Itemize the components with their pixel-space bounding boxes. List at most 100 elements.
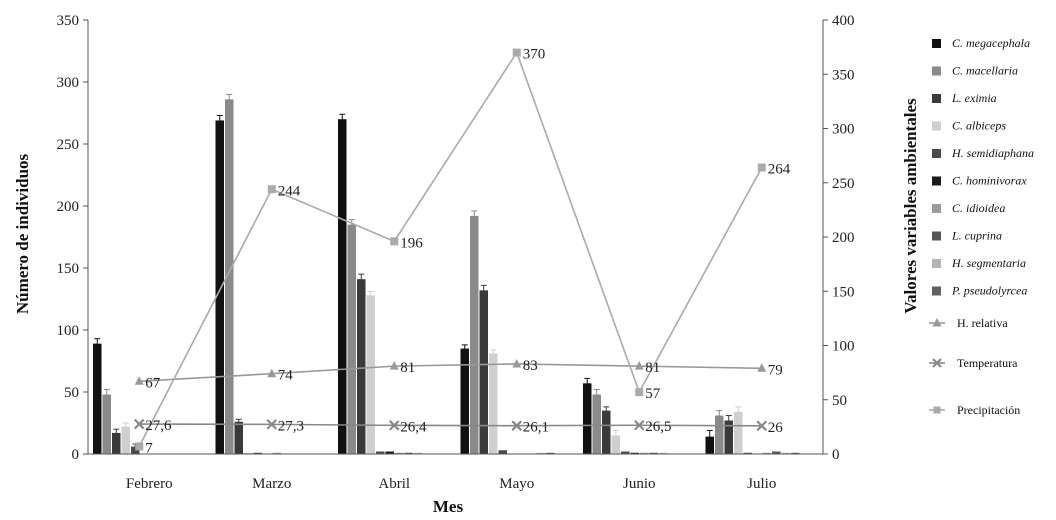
- legend-label: C. macellaria: [952, 64, 1018, 78]
- y-tick-label: 200: [57, 199, 80, 215]
- y2-tick-label: 0: [832, 447, 840, 463]
- legend-swatch: [932, 66, 941, 76]
- y2-tick-label: 50: [832, 393, 847, 409]
- line-marker: [267, 368, 277, 378]
- bar: [366, 295, 375, 454]
- legend-marker: [932, 358, 942, 368]
- bar: [479, 290, 488, 454]
- legend-label: H. semidiaphana: [951, 146, 1034, 160]
- bar: [583, 383, 592, 454]
- series-line: [139, 363, 762, 383]
- data-label: 79: [768, 362, 783, 378]
- line-marker: [512, 48, 521, 57]
- legend-label: C. megacephala: [952, 36, 1030, 50]
- line-marker: [512, 358, 522, 368]
- bar: [602, 410, 611, 454]
- legend-marker: [932, 318, 942, 327]
- data-label: 83: [523, 358, 538, 374]
- bar: [621, 451, 630, 454]
- line-marker: [133, 418, 145, 430]
- data-label: 26: [768, 420, 784, 436]
- ticks-layer: 0 50 100 150 200 250 300 350 0 50 100 150 200 250 300 3…: [57, 13, 855, 492]
- bar: [395, 452, 404, 454]
- bar: [93, 343, 102, 454]
- y-tick-label: 50: [64, 385, 79, 401]
- legend-item: C. macellaria: [932, 64, 1018, 78]
- bars-layer: [93, 93, 800, 455]
- bar: [762, 452, 771, 454]
- bar: [724, 420, 733, 454]
- bar: [404, 452, 413, 454]
- bar: [592, 394, 601, 454]
- bar: [102, 394, 111, 454]
- line-marker: [389, 361, 399, 370]
- legend-item: H. relativa: [929, 316, 1008, 330]
- bar: [215, 120, 224, 454]
- y2-tick-label: 100: [832, 339, 855, 355]
- line-marker: [135, 442, 144, 451]
- x-tick-label: Julio: [747, 476, 776, 492]
- bar: [385, 451, 394, 454]
- y2-tick-label: 300: [832, 122, 855, 138]
- bar: [234, 421, 243, 454]
- y2-tick-label: 400: [832, 13, 855, 29]
- y-axis-title: Número de individuos: [13, 153, 32, 314]
- bar: [225, 99, 234, 455]
- legend-item: Temperatura: [929, 356, 1018, 370]
- legend-swatch: [932, 94, 941, 103]
- bar: [357, 279, 366, 454]
- x-tick-label: Abril: [378, 476, 410, 492]
- legend-label: H. segmentaria: [951, 256, 1026, 270]
- bar: [498, 450, 507, 454]
- bar: [121, 426, 130, 454]
- data-label: 196: [400, 235, 423, 251]
- line-marker: [134, 376, 144, 385]
- data-label: 26,4: [400, 419, 427, 435]
- axes-layer: [87, 20, 824, 455]
- line-marker: [757, 163, 766, 172]
- bar: [705, 436, 714, 454]
- y-tick-label: 250: [57, 137, 80, 153]
- bar: [414, 452, 423, 454]
- data-label: 26,1: [523, 420, 549, 436]
- line-marker: [267, 185, 276, 194]
- bar: [715, 415, 724, 454]
- legend-item: L. eximia: [932, 91, 997, 105]
- bar: [460, 348, 469, 454]
- bar: [338, 119, 347, 454]
- y2-tick-label: 200: [832, 230, 855, 246]
- data-label: 26,5: [645, 419, 671, 435]
- bar: [630, 452, 639, 454]
- y2-tick-label: 250: [832, 176, 855, 192]
- legend-label: L. cuprina: [951, 229, 1002, 243]
- line-marker: [511, 420, 523, 431]
- x-tick-label: Marzo: [252, 476, 291, 492]
- data-label: 81: [400, 360, 415, 376]
- legend-marker: [933, 406, 941, 414]
- legend-swatch: [932, 204, 941, 213]
- legend-label: Temperatura: [957, 356, 1018, 370]
- line-marker: [635, 388, 644, 397]
- bar: [376, 451, 385, 454]
- bar: [659, 452, 668, 454]
- legend-label: Precipitación: [957, 403, 1020, 417]
- bar: [781, 452, 790, 454]
- legend-label: C. albiceps: [952, 119, 1006, 133]
- legend-swatch: [932, 121, 941, 131]
- legend-item: C. albiceps: [932, 119, 1006, 133]
- labels-layer: 67 74 81 83 81 79 27,6 27,3 26,4 26,1 26,5 26 7 244 19…: [145, 47, 791, 457]
- legend-item: C. idioidea: [932, 201, 1005, 215]
- x-tick-label: Febrero: [126, 476, 173, 492]
- legend-swatch: [932, 149, 941, 158]
- bar: [470, 215, 479, 454]
- y2-axis-title: Valores variables ambientales: [901, 98, 920, 314]
- data-label: 67: [145, 375, 161, 391]
- y2-tick-label: 150: [832, 284, 855, 300]
- line-marker: [757, 363, 767, 372]
- legend-item: Precipitación: [929, 403, 1020, 417]
- bar: [791, 452, 800, 454]
- legend-swatch: [932, 259, 941, 268]
- y2-tick-label: 350: [832, 67, 855, 83]
- bar: [536, 452, 545, 454]
